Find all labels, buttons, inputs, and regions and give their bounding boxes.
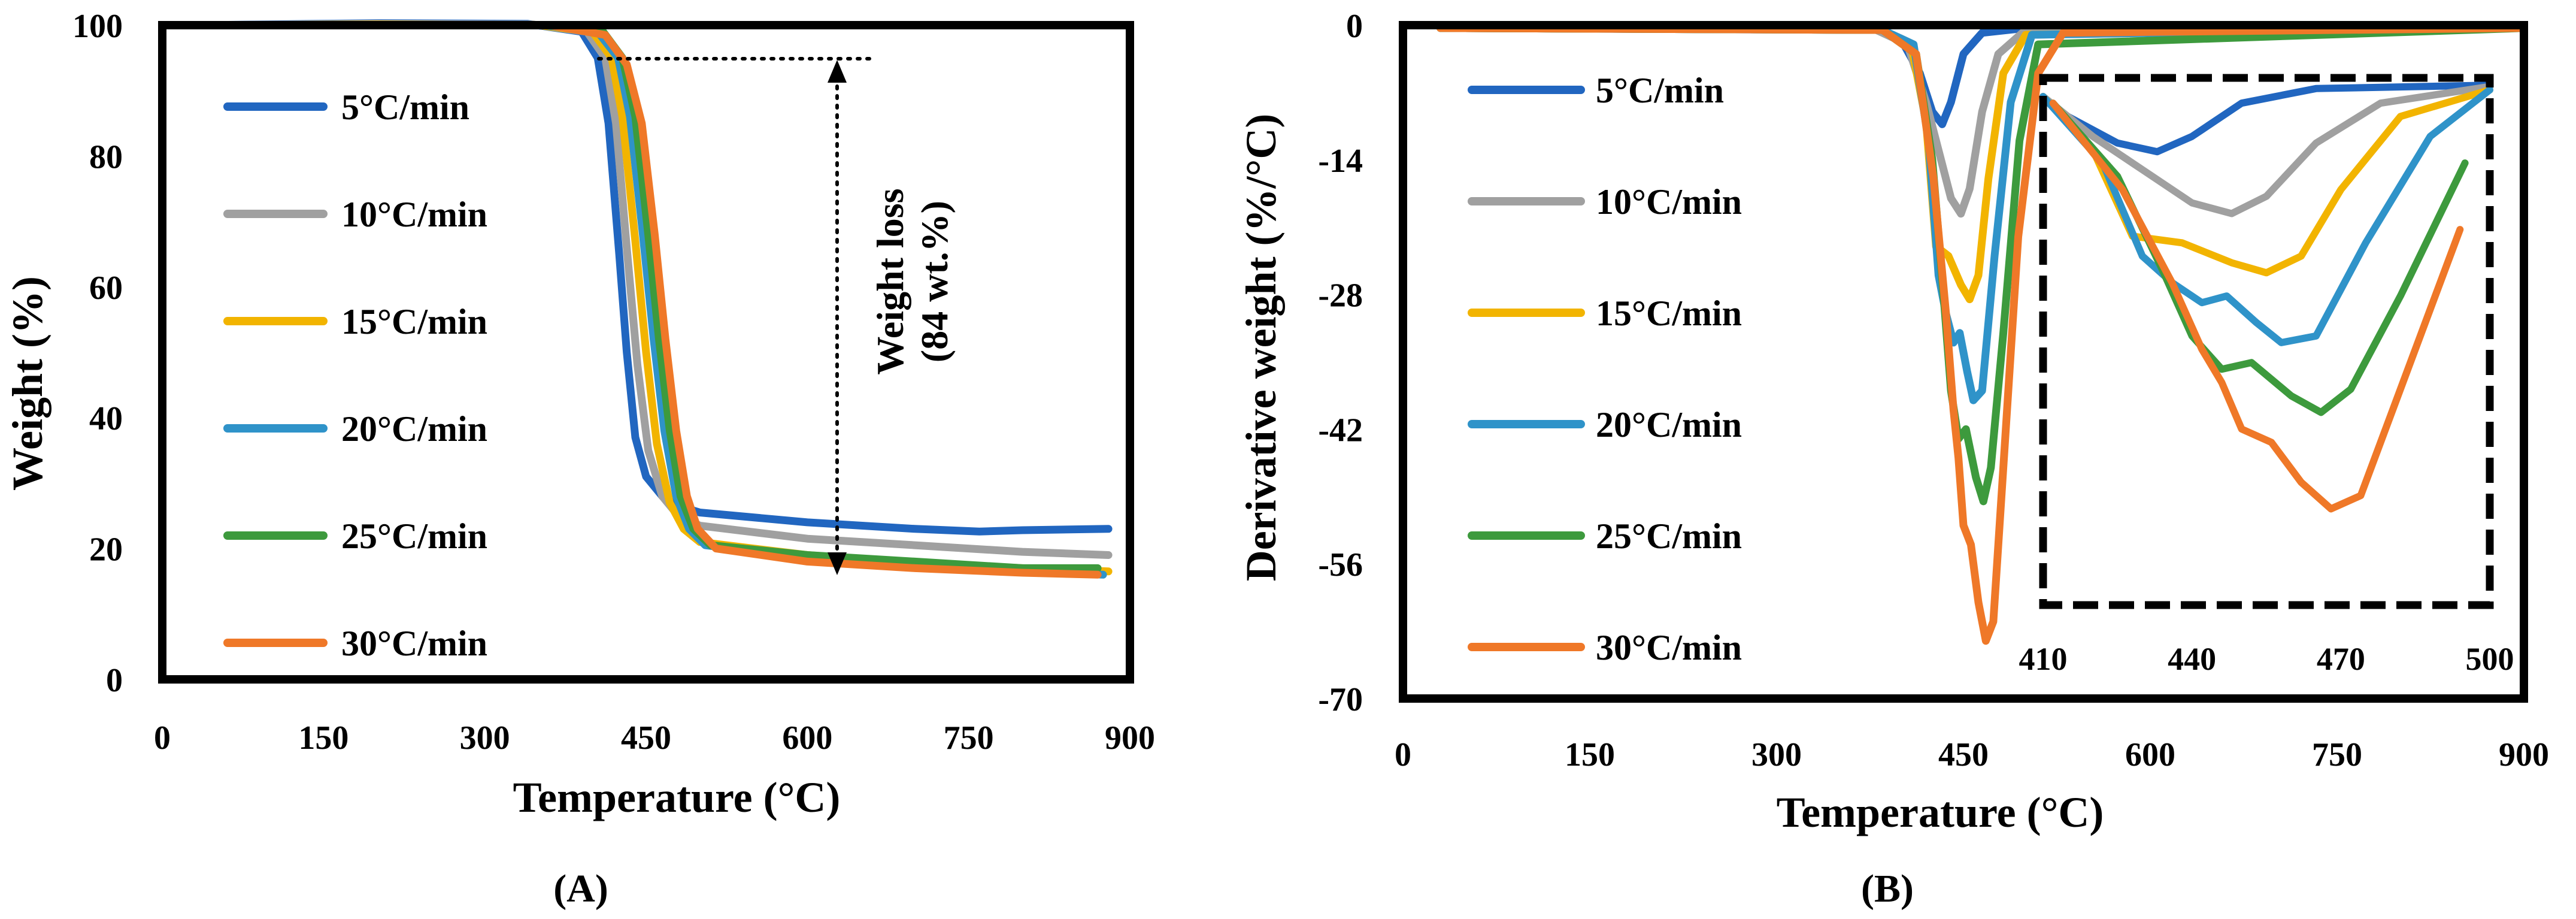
panel-a-y-ticks: 0 20 40 60 80 100 [72, 8, 123, 699]
weight-loss-arrow-up [828, 60, 847, 83]
legend-label-5c-per-min: 5°C/min [1596, 71, 1724, 110]
legend-label-15c-per-min: 15°C/min [341, 302, 487, 341]
x-tick-label: 450 [1938, 736, 1989, 773]
legend-label-15c-per-min: 15°C/min [1596, 294, 1742, 333]
weight-loss-annotation: Weight loss (84 wt.%) [597, 57, 956, 575]
inset-x-tick-label: 470 [2317, 641, 2365, 677]
legend-label-20c-per-min: 20°C/min [1596, 405, 1742, 445]
legend-label-10c-per-min: 10°C/min [1596, 182, 1742, 222]
y-tick-label: -28 [1318, 277, 1363, 315]
inset-series-lines [2039, 81, 2493, 513]
inset-series-line-10c-per-min [2039, 83, 2493, 217]
inset-x-tick-label: 500 [2466, 641, 2514, 677]
panel-b-series-lines [1436, 23, 2528, 645]
panel-b-plot-frame [1399, 21, 2528, 703]
panel-a-x-axis-title: Temperature (°C) [513, 773, 841, 821]
inset-dashed-frame [2039, 74, 2494, 609]
x-tick-label: 900 [1105, 720, 1155, 757]
panel-a-legend: 5°C/min 10°C/min 15°C/min 20°C/min 25°C/min 3… [223, 87, 487, 663]
y-tick-label: 40 [89, 400, 123, 437]
series-line-30c-per-min [190, 21, 1102, 579]
x-tick-label: 0 [1395, 736, 1411, 773]
panel-b-x-ticks: 0 150 300 450 600 750 900 [1395, 736, 2549, 773]
x-tick-label: 300 [460, 720, 510, 757]
inset-x-tick-label: 410 [2019, 641, 2068, 677]
y-tick-label: -70 [1318, 681, 1363, 718]
x-tick-label: 300 [1751, 736, 1802, 773]
inset-x-ticks: 410 440 470 500 [2019, 641, 2514, 677]
weight-loss-label: Weight loss [869, 188, 911, 374]
y-tick-label: 80 [89, 138, 123, 176]
x-tick-label: 0 [154, 720, 171, 757]
panel-a-x-ticks: 0 150 300 450 600 750 900 [154, 720, 1155, 757]
y-tick-label: -14 [1318, 143, 1363, 180]
panel-a-y-axis-title: Weight (%) [4, 276, 51, 491]
inset-x-tick-label: 440 [2168, 641, 2216, 677]
inset-series-line-20c-per-min [2039, 86, 2493, 346]
panel-a-chart: Weight loss (84 wt.%) 5°C/min 10°C/min 15°… [4, 8, 1155, 911]
x-tick-label: 150 [298, 720, 348, 757]
panel-b-chart: 410 440 470 500 5°C/min 10°C/min 15°C/min 20°C… [1237, 8, 2549, 911]
panel-a-label: (A) [553, 867, 608, 911]
panel-b-x-axis-title: Temperature (°C) [1777, 788, 2104, 836]
legend-label-25c-per-min: 25°C/min [341, 516, 487, 556]
series-line-30c-per-min [1436, 24, 2528, 645]
y-tick-label: 100 [72, 8, 123, 45]
y-tick-label: -42 [1318, 412, 1363, 449]
x-tick-label: 150 [1565, 736, 1615, 773]
x-tick-label: 900 [2499, 736, 2549, 773]
weight-loss-value: (84 wt.%) [913, 201, 956, 362]
legend-label-20c-per-min: 20°C/min [341, 409, 487, 449]
x-tick-label: 600 [2125, 736, 2175, 773]
panel-a-series-lines [190, 19, 1113, 579]
zoom-inset: 410 440 470 500 [2019, 74, 2514, 677]
y-tick-label: 20 [89, 531, 123, 569]
panel-b-y-axis-title: Derivative weight (%/°C) [1237, 114, 1285, 582]
legend-label-25c-per-min: 25°C/min [1596, 516, 1742, 556]
x-tick-label: 600 [782, 720, 832, 757]
legend-label-30c-per-min: 30°C/min [1596, 628, 1742, 667]
inset-series-line-30c-per-min [2049, 99, 2464, 513]
y-tick-label: -56 [1318, 546, 1363, 584]
legend-label-5c-per-min: 5°C/min [341, 87, 469, 127]
y-tick-label: 0 [106, 662, 123, 699]
panel-a-plot-frame [158, 21, 1134, 684]
panel-b-label: (B) [1861, 867, 1914, 911]
inset-series-line-5c-per-min [2064, 81, 2493, 156]
x-tick-label: 750 [2312, 736, 2362, 773]
weight-loss-arrow-down [828, 552, 847, 575]
x-tick-label: 450 [621, 720, 671, 757]
legend-label-30c-per-min: 30°C/min [341, 624, 487, 663]
x-tick-label: 750 [944, 720, 994, 757]
y-tick-label: 60 [89, 270, 123, 307]
panel-b-legend: 5°C/min 10°C/min 15°C/min 20°C/min 25°C/min 3… [1468, 71, 1742, 667]
y-tick-label: 0 [1346, 8, 1363, 45]
panel-b-y-ticks: 0 -14 -28 -42 -56 -70 [1318, 8, 1363, 718]
legend-label-10c-per-min: 10°C/min [341, 195, 487, 234]
